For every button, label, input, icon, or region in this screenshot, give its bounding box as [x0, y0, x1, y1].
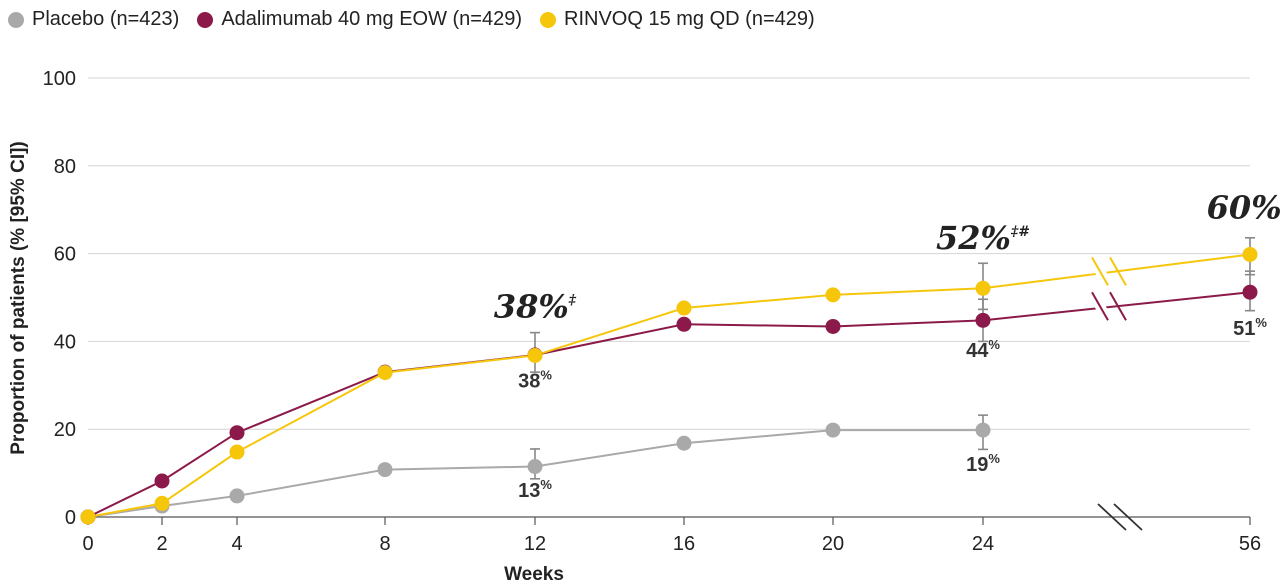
- legend-label-placebo: Placebo (n=423): [32, 8, 180, 30]
- x-tick-label: 8: [379, 533, 390, 555]
- data-point: [975, 312, 991, 328]
- data-label-superscript: %: [988, 451, 1000, 466]
- data-point: [975, 422, 991, 438]
- data-point: [676, 316, 692, 332]
- callout-label: 60%#: [1207, 188, 1280, 226]
- x-tick-label: 12: [524, 533, 546, 555]
- x-tick-label: 4: [231, 533, 242, 555]
- x-tick-label: 24: [972, 533, 994, 555]
- data-point: [154, 473, 170, 489]
- x-tick-label: 2: [156, 533, 167, 555]
- data-point: [825, 287, 841, 303]
- axis-break-mark: [1097, 503, 1127, 531]
- x-axis-title: Weeks: [504, 564, 564, 585]
- x-tick-label: 20: [822, 533, 844, 555]
- data-label-superscript: %: [1255, 315, 1267, 330]
- data-point: [377, 462, 393, 478]
- data-point: [975, 280, 991, 296]
- data-point: [676, 300, 692, 316]
- data-label-superscript: %: [540, 477, 552, 492]
- x-tick-label: 56: [1239, 533, 1261, 555]
- series-lines: [80, 236, 1258, 525]
- series-break-mark: [1109, 291, 1127, 321]
- series-line: [87, 429, 983, 518]
- annotations: 38%‡ 52%‡# 60%# 38% 44% 51% 13% 19%: [494, 188, 1280, 502]
- y-tick-label: 60: [54, 244, 76, 266]
- data-point: [825, 422, 841, 438]
- series-break-mark: [1091, 256, 1109, 286]
- data-point: [1242, 284, 1258, 300]
- data-point: [229, 488, 245, 504]
- data-label: 51%: [1233, 315, 1267, 340]
- series-break-mark: [1091, 291, 1109, 321]
- data-point: [676, 435, 692, 451]
- legend-label-adalimumab: Adalimumab 40 mg EOW (n=429): [221, 8, 523, 30]
- series-line: [87, 291, 1251, 518]
- data-point: [229, 444, 245, 460]
- y-axis-title: Proportion of patients (% [95% CI]): [8, 141, 29, 455]
- data-label: 38%: [518, 367, 552, 392]
- y-tick-label: 0: [65, 507, 76, 529]
- data-point: [80, 509, 96, 525]
- y-tick-label: 40: [54, 331, 76, 353]
- y-tick-label: 80: [54, 156, 76, 178]
- data-point: [1242, 246, 1258, 262]
- legend-marker-rinvoq: [540, 11, 557, 28]
- legend-marker-adalimumab: [197, 11, 214, 28]
- callout-label: 52%‡#: [936, 219, 1030, 257]
- y-tick-label: 100: [43, 68, 76, 90]
- x-tick-label: 16: [673, 533, 695, 555]
- legend-item-adalimumab: Adalimumab 40 mg EOW (n=429): [197, 8, 522, 31]
- data-point: [825, 318, 841, 334]
- callout-superscript: ‡#: [1010, 224, 1030, 240]
- y-tick-label: 20: [54, 419, 76, 441]
- series-break-mark: [1109, 256, 1127, 286]
- legend-marker-placebo: [8, 11, 24, 28]
- gridlines: [88, 77, 1250, 430]
- data-label: 13%: [518, 477, 552, 502]
- data-point: [229, 425, 245, 441]
- x-tick-label: 0: [82, 533, 93, 555]
- data-point: [527, 459, 543, 475]
- data-label: 44%: [966, 337, 1000, 362]
- callout-superscript: ‡: [568, 292, 577, 308]
- data-point: [377, 365, 393, 381]
- series-line: [87, 253, 1251, 518]
- callout-label: 38%‡: [494, 287, 577, 325]
- data-label-superscript: %: [988, 337, 1000, 352]
- legend-item-rinvoq: RINVOQ 15 mg QD (n=429): [540, 8, 815, 31]
- data-label-superscript: %: [540, 367, 552, 382]
- axis-break-mark: [1113, 503, 1143, 531]
- legend-label-rinvoq: RINVOQ 15 mg QD (n=429): [564, 8, 815, 30]
- data-label: 19%: [966, 451, 1000, 476]
- chart-legend: Placebo (n=423) Adalimumab 40 mg EOW (n=…: [8, 8, 815, 31]
- legend-item-placebo: Placebo (n=423): [8, 8, 179, 31]
- data-point: [154, 495, 170, 511]
- data-point: [527, 347, 543, 363]
